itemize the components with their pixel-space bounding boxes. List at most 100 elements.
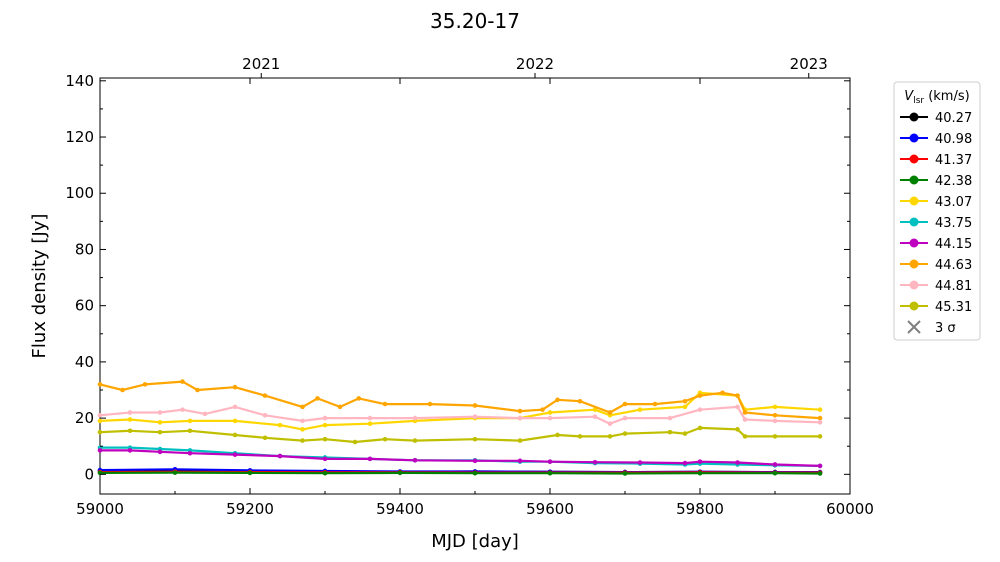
data-point — [517, 458, 523, 464]
data-point — [322, 436, 328, 442]
data-point — [735, 393, 740, 398]
data-point — [517, 415, 523, 421]
y-tick-label: 60 — [75, 297, 94, 315]
data-point — [322, 456, 328, 462]
data-point — [735, 427, 740, 432]
data-point — [592, 407, 598, 412]
data-point — [472, 470, 478, 476]
data-point — [127, 417, 133, 422]
data-point — [697, 393, 703, 398]
x-tick-label: 59400 — [376, 500, 424, 518]
data-point — [300, 438, 305, 443]
data-point — [817, 434, 823, 439]
data-point — [555, 432, 560, 438]
data-point — [547, 459, 553, 464]
data-point — [180, 379, 185, 384]
data-point — [697, 470, 703, 476]
data-point — [300, 427, 305, 432]
data-point — [412, 438, 418, 443]
data-point — [540, 407, 545, 412]
data-point — [817, 463, 823, 469]
data-point — [607, 421, 613, 427]
data-point — [97, 429, 103, 435]
legend-marker — [909, 280, 919, 290]
data-point — [817, 420, 823, 425]
data-point — [412, 415, 418, 421]
data-point — [472, 458, 478, 464]
data-point — [367, 421, 373, 427]
legend-box — [893, 81, 981, 341]
data-point — [97, 418, 103, 424]
data-point — [772, 462, 778, 467]
data-point — [412, 457, 418, 463]
data-point — [300, 418, 305, 424]
legend-marker — [909, 196, 919, 206]
data-point — [555, 397, 560, 403]
data-point — [202, 411, 208, 417]
data-point — [817, 471, 823, 476]
y-tick-label: 40 — [75, 353, 94, 371]
data-point — [622, 415, 628, 421]
data-point — [682, 398, 688, 404]
data-point — [367, 456, 373, 462]
data-point — [592, 414, 598, 420]
data-point — [232, 404, 238, 410]
legend-marker — [909, 175, 919, 185]
series-group — [97, 379, 823, 421]
sigma-marker-b — [907, 320, 921, 334]
data-point — [157, 420, 163, 425]
data-point — [547, 410, 553, 415]
y-tick-label: 140 — [65, 72, 94, 90]
data-point — [120, 387, 125, 393]
x-tick-label: 60000 — [826, 500, 874, 518]
legend-label: 44.15 — [935, 237, 972, 252]
legend: Vlsr (km/s) 40.27 40.98 41.37 42.38 43.07 43.… — [893, 81, 981, 341]
data-point — [262, 412, 268, 418]
data-point — [277, 453, 283, 459]
legend-marker — [909, 259, 919, 269]
x-tick-label: 59800 — [676, 500, 724, 518]
data-point — [322, 470, 328, 476]
series-group — [97, 448, 823, 469]
data-point — [772, 434, 778, 439]
data-point — [367, 415, 373, 421]
data-point — [622, 431, 628, 436]
data-point — [622, 401, 628, 407]
y-tick-label: 80 — [75, 240, 94, 258]
data-point — [97, 412, 103, 418]
data-point — [517, 408, 523, 414]
series-group — [97, 425, 823, 445]
data-point — [315, 396, 320, 401]
data-point — [187, 450, 193, 456]
data-point — [127, 428, 133, 434]
data-point — [817, 407, 823, 412]
legend-marker — [909, 154, 919, 164]
legend-label: 40.98 — [935, 132, 972, 147]
chart-title: 35.20-17 — [430, 9, 520, 33]
series-layer — [97, 379, 823, 476]
data-point — [232, 452, 238, 457]
data-point — [772, 404, 778, 410]
data-point — [262, 435, 268, 441]
legend-title: Vlsr (km/s) — [904, 89, 969, 106]
data-point — [187, 428, 193, 434]
data-point — [382, 436, 388, 442]
data-point — [472, 414, 478, 420]
data-point — [772, 412, 778, 418]
x-tick-label: 59200 — [226, 500, 274, 518]
data-point — [97, 448, 103, 453]
series-group — [97, 470, 823, 476]
data-point — [637, 407, 643, 412]
data-point — [772, 418, 778, 424]
data-point — [232, 432, 238, 438]
data-point — [772, 470, 778, 476]
y-tick-label: 120 — [65, 128, 94, 146]
data-point — [356, 396, 362, 401]
data-point — [742, 434, 748, 439]
data-point — [637, 460, 643, 465]
data-point — [300, 404, 305, 410]
data-point — [622, 471, 628, 476]
data-point — [735, 404, 740, 410]
data-point — [720, 390, 725, 396]
